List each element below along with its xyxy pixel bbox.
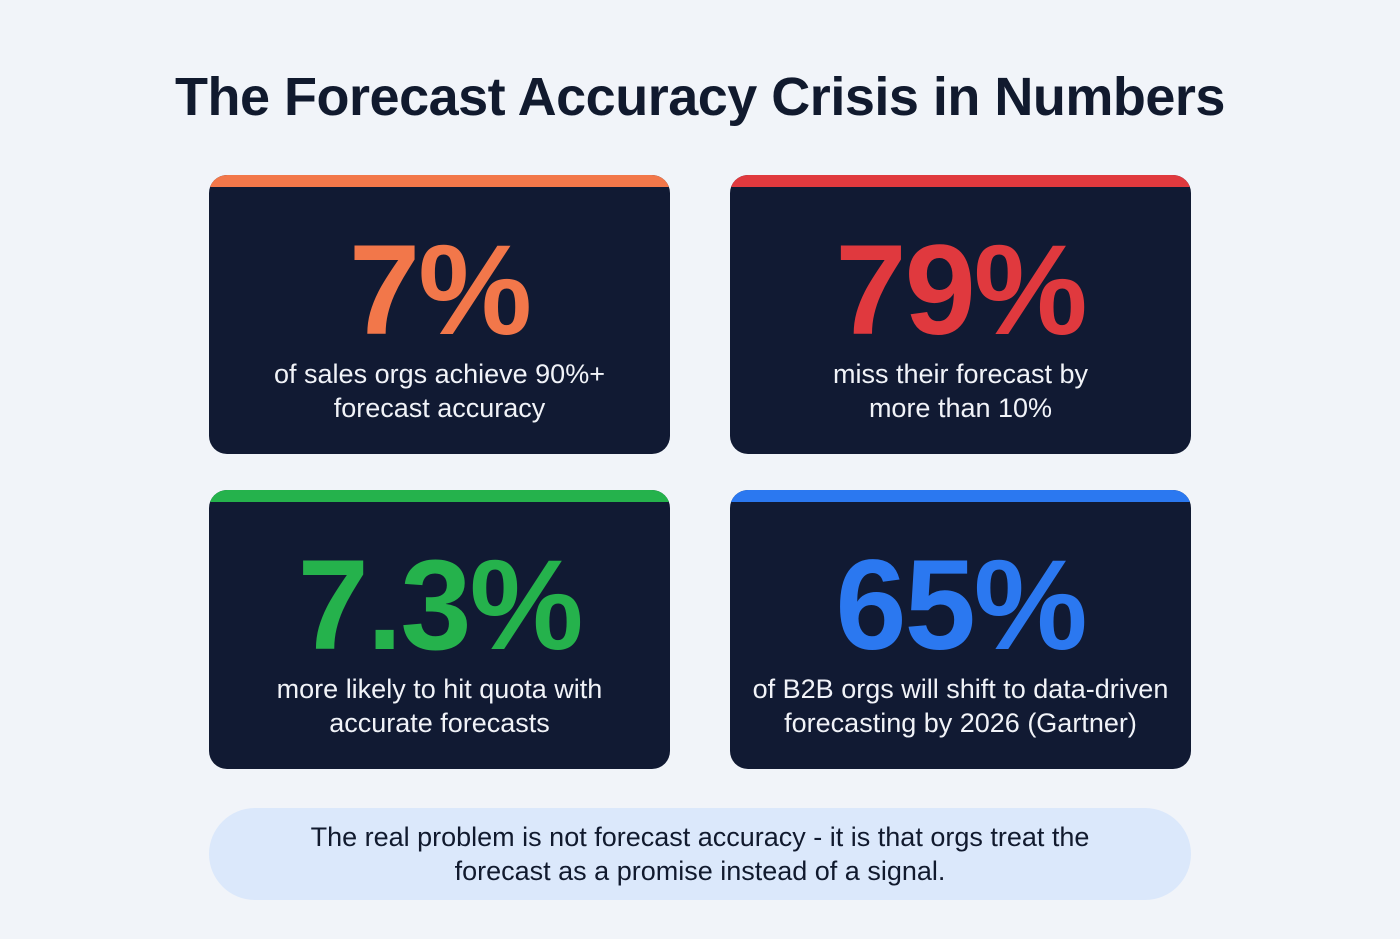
stat-value: 7.3% bbox=[297, 534, 584, 677]
card-accent-bar bbox=[209, 175, 670, 187]
stat-value: 7% bbox=[349, 219, 532, 362]
stat-card-data-driven-shift: 65% of B2B orgs will shift to data-drive… bbox=[730, 490, 1191, 769]
callout-banner: The real problem is not forecast accurac… bbox=[209, 808, 1191, 900]
page-title: The Forecast Accuracy Crisis in Numbers bbox=[175, 67, 1225, 127]
stat-description: miss their forecast by more than 10% bbox=[832, 359, 1089, 423]
card-accent-bar bbox=[209, 490, 670, 502]
stat-value: 79% bbox=[835, 219, 1087, 362]
stat-value: 65% bbox=[835, 534, 1087, 677]
card-accent-bar bbox=[730, 490, 1191, 502]
stat-card-miss-forecast: 79% miss their forecast by more than 10% bbox=[730, 175, 1191, 454]
stat-description: of B2B orgs will shift to data-driven fo… bbox=[752, 674, 1169, 738]
stat-card-sales-orgs-accuracy: 7% of sales orgs achieve 90%+ forecast a… bbox=[209, 175, 670, 454]
stat-description: more likely to hit quota with accurate f… bbox=[276, 674, 603, 738]
stat-description: of sales orgs achieve 90%+ forecast accu… bbox=[274, 359, 605, 423]
card-accent-bar bbox=[730, 175, 1191, 187]
stat-card-quota: 7.3% more likely to hit quota with accur… bbox=[209, 490, 670, 769]
